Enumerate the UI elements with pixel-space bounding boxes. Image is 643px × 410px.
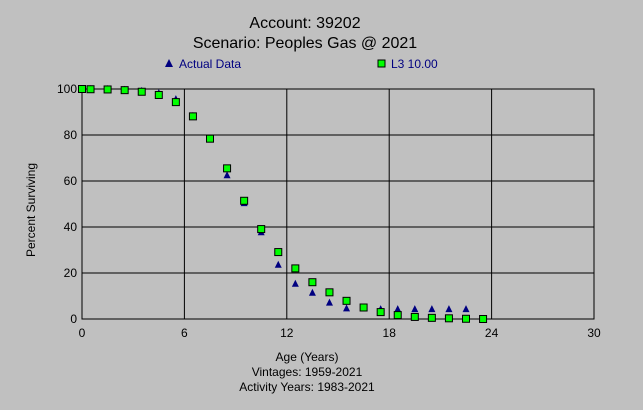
footer-activity-years: Activity Years: 1983-2021 bbox=[239, 380, 375, 394]
legend-triangle-marker bbox=[165, 59, 173, 67]
point-l3-square bbox=[325, 288, 334, 297]
y-tick-label: 40 bbox=[64, 220, 78, 234]
point-l3-square bbox=[410, 312, 419, 321]
x-tick-label: 18 bbox=[383, 326, 397, 340]
plot-area bbox=[81, 88, 595, 320]
point-actual-triangle bbox=[462, 305, 470, 313]
footer-vintages: Vintages: 1959-2021 bbox=[252, 365, 363, 379]
legend: Actual Data L3 10.00 bbox=[165, 57, 438, 71]
data-points bbox=[78, 85, 488, 323]
point-actual-triangle bbox=[428, 305, 436, 313]
grid-lines bbox=[82, 89, 594, 319]
point-l3-square bbox=[188, 112, 197, 121]
y-tick-label: 20 bbox=[64, 266, 78, 280]
point-l3-square bbox=[359, 303, 368, 312]
y-tick-label: 80 bbox=[64, 128, 78, 142]
x-tick-label: 24 bbox=[485, 326, 499, 340]
point-actual-triangle bbox=[325, 298, 333, 306]
point-l3-square bbox=[427, 313, 436, 322]
x-axis-ticks: 0 6 12 18 24 30 bbox=[79, 326, 601, 340]
point-actual-triangle bbox=[411, 305, 419, 313]
legend-label-actual: Actual Data bbox=[179, 57, 241, 71]
legend-label-l3: L3 10.00 bbox=[391, 57, 438, 71]
point-l3-square bbox=[257, 225, 266, 234]
point-l3-square bbox=[120, 86, 129, 95]
point-actual-triangle bbox=[394, 305, 402, 313]
x-axis-label: Age (Years) bbox=[276, 350, 339, 364]
x-tick-label: 0 bbox=[79, 326, 86, 340]
point-l3-square bbox=[103, 85, 112, 94]
point-l3-square bbox=[137, 87, 146, 96]
point-l3-square bbox=[479, 315, 488, 323]
point-l3-square bbox=[240, 196, 249, 205]
y-axis-ticks: 0 20 40 60 80 100 bbox=[57, 82, 77, 326]
x-tick-label: 6 bbox=[181, 326, 188, 340]
x-tick-label: 30 bbox=[587, 326, 601, 340]
point-l3-square bbox=[291, 264, 300, 273]
point-actual-triangle bbox=[291, 279, 299, 287]
point-l3-square bbox=[86, 85, 95, 94]
point-actual-triangle bbox=[445, 305, 453, 313]
point-l3-square bbox=[342, 296, 351, 305]
point-l3-square bbox=[444, 314, 453, 323]
chart-subtitle: Scenario: Peoples Gas @ 2021 bbox=[193, 35, 417, 52]
point-actual-triangle bbox=[308, 288, 316, 296]
y-tick-label: 0 bbox=[70, 312, 77, 326]
legend-square-marker bbox=[377, 59, 386, 68]
point-actual-triangle bbox=[343, 304, 351, 312]
point-l3-square bbox=[171, 98, 180, 107]
point-l3-square bbox=[462, 314, 470, 323]
point-l3-square bbox=[308, 278, 317, 287]
point-l3-square bbox=[274, 248, 283, 257]
point-l3-square bbox=[206, 134, 214, 143]
y-tick-label: 100 bbox=[57, 82, 77, 96]
y-tick-label: 60 bbox=[64, 174, 78, 188]
point-l3-square bbox=[223, 164, 232, 173]
point-l3-square bbox=[376, 308, 385, 317]
point-l3-square bbox=[78, 85, 86, 93]
point-actual-triangle bbox=[223, 171, 231, 179]
y-axis-label: Percent Surviving bbox=[24, 163, 38, 257]
x-tick-label: 12 bbox=[280, 326, 294, 340]
point-l3-square bbox=[393, 311, 402, 320]
chart-title: Account: 39202 bbox=[249, 15, 360, 32]
point-l3-square bbox=[154, 90, 163, 99]
point-actual-triangle bbox=[274, 260, 282, 268]
